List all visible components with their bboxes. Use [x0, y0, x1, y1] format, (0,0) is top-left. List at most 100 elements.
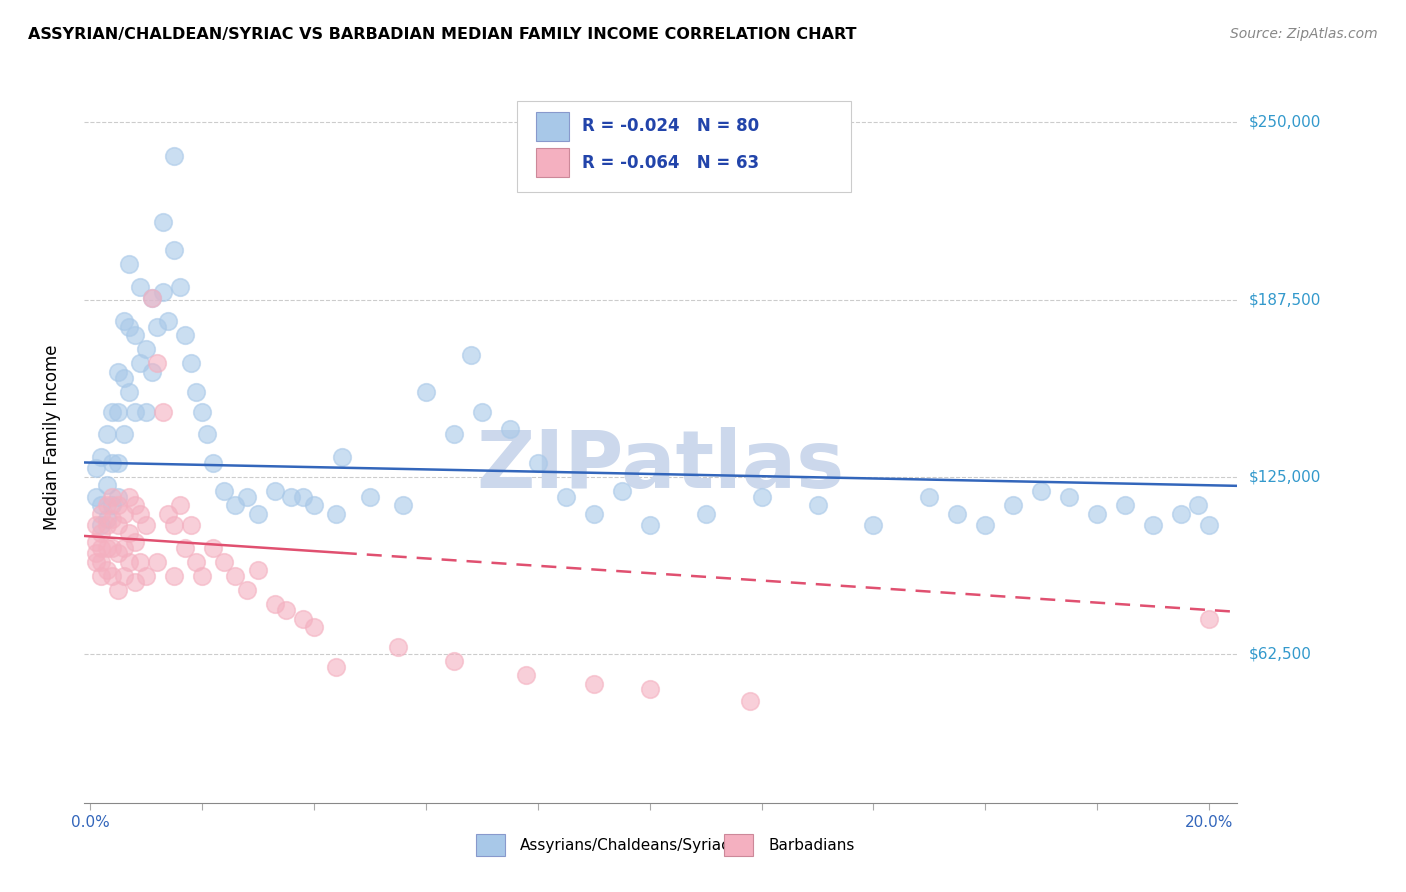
- Point: [974, 518, 997, 533]
- Point: [84, 546, 107, 560]
- Point: [499, 421, 522, 435]
- Text: $125,000: $125,000: [1249, 469, 1320, 484]
- Point: [141, 365, 163, 379]
- Point: [163, 149, 186, 163]
- Point: [235, 583, 257, 598]
- Point: [1198, 611, 1220, 625]
- Point: [224, 569, 246, 583]
- Point: [515, 668, 537, 682]
- Text: Assyrians/Chaldeans/Syriacs: Assyrians/Chaldeans/Syriacs: [520, 838, 738, 853]
- Point: [163, 569, 186, 583]
- Point: [101, 498, 124, 512]
- Point: [582, 507, 605, 521]
- Point: [1031, 483, 1053, 498]
- Point: [124, 498, 146, 512]
- Point: [146, 356, 169, 370]
- Point: [174, 328, 197, 343]
- Text: ZIPatlas: ZIPatlas: [477, 427, 845, 506]
- Bar: [477, 834, 505, 856]
- Point: [129, 280, 152, 294]
- Point: [96, 512, 118, 526]
- Point: [90, 507, 112, 521]
- Bar: [536, 112, 568, 141]
- Point: [90, 450, 112, 464]
- Point: [1170, 507, 1192, 521]
- Bar: [724, 834, 754, 856]
- Point: [84, 490, 107, 504]
- Point: [443, 654, 465, 668]
- FancyBboxPatch shape: [517, 101, 851, 192]
- Point: [96, 518, 118, 533]
- Point: [610, 483, 633, 498]
- Point: [135, 569, 157, 583]
- Point: [582, 677, 605, 691]
- Point: [169, 280, 191, 294]
- Text: R = -0.064   N = 63: R = -0.064 N = 63: [582, 153, 759, 172]
- Point: [1059, 490, 1081, 504]
- Point: [84, 518, 107, 533]
- Point: [180, 518, 202, 533]
- Point: [946, 507, 969, 521]
- Point: [124, 404, 146, 418]
- Point: [186, 384, 208, 399]
- Point: [101, 569, 124, 583]
- Point: [526, 456, 548, 470]
- Point: [202, 456, 225, 470]
- Point: [1142, 518, 1164, 533]
- Point: [90, 541, 112, 555]
- Point: [84, 461, 107, 475]
- Point: [101, 490, 124, 504]
- Point: [460, 348, 482, 362]
- Text: $62,500: $62,500: [1249, 647, 1312, 662]
- Point: [174, 541, 197, 555]
- Point: [129, 356, 152, 370]
- Point: [96, 427, 118, 442]
- Point: [1187, 498, 1209, 512]
- Point: [325, 507, 347, 521]
- Point: [263, 483, 285, 498]
- Point: [214, 483, 236, 498]
- Text: ASSYRIAN/CHALDEAN/SYRIAC VS BARBADIAN MEDIAN FAMILY INCOME CORRELATION CHART: ASSYRIAN/CHALDEAN/SYRIAC VS BARBADIAN ME…: [28, 27, 856, 42]
- Point: [1198, 518, 1220, 533]
- Point: [214, 555, 236, 569]
- Point: [695, 507, 717, 521]
- Point: [118, 257, 141, 271]
- Point: [118, 384, 141, 399]
- Point: [90, 569, 112, 583]
- Point: [163, 518, 186, 533]
- Point: [124, 535, 146, 549]
- Point: [112, 314, 135, 328]
- Text: Barbadians: Barbadians: [768, 838, 855, 853]
- Point: [202, 541, 225, 555]
- Point: [1114, 498, 1136, 512]
- Point: [152, 214, 174, 228]
- Point: [191, 404, 214, 418]
- Point: [280, 490, 302, 504]
- Point: [186, 555, 208, 569]
- Point: [101, 404, 124, 418]
- Point: [96, 563, 118, 577]
- Point: [135, 518, 157, 533]
- Point: [107, 490, 129, 504]
- Point: [740, 694, 762, 708]
- Point: [84, 535, 107, 549]
- Point: [118, 555, 141, 569]
- Point: [806, 498, 828, 512]
- Point: [107, 546, 129, 560]
- Point: [443, 427, 465, 442]
- Point: [112, 569, 135, 583]
- Point: [180, 356, 202, 370]
- Point: [1085, 507, 1108, 521]
- Point: [112, 427, 135, 442]
- Text: R = -0.024   N = 80: R = -0.024 N = 80: [582, 117, 759, 136]
- Point: [96, 478, 118, 492]
- Point: [157, 507, 180, 521]
- Point: [129, 555, 152, 569]
- Bar: [536, 148, 568, 178]
- Point: [124, 574, 146, 589]
- Point: [135, 404, 157, 418]
- Point: [302, 620, 325, 634]
- Point: [302, 498, 325, 512]
- Point: [387, 640, 409, 654]
- Point: [359, 490, 381, 504]
